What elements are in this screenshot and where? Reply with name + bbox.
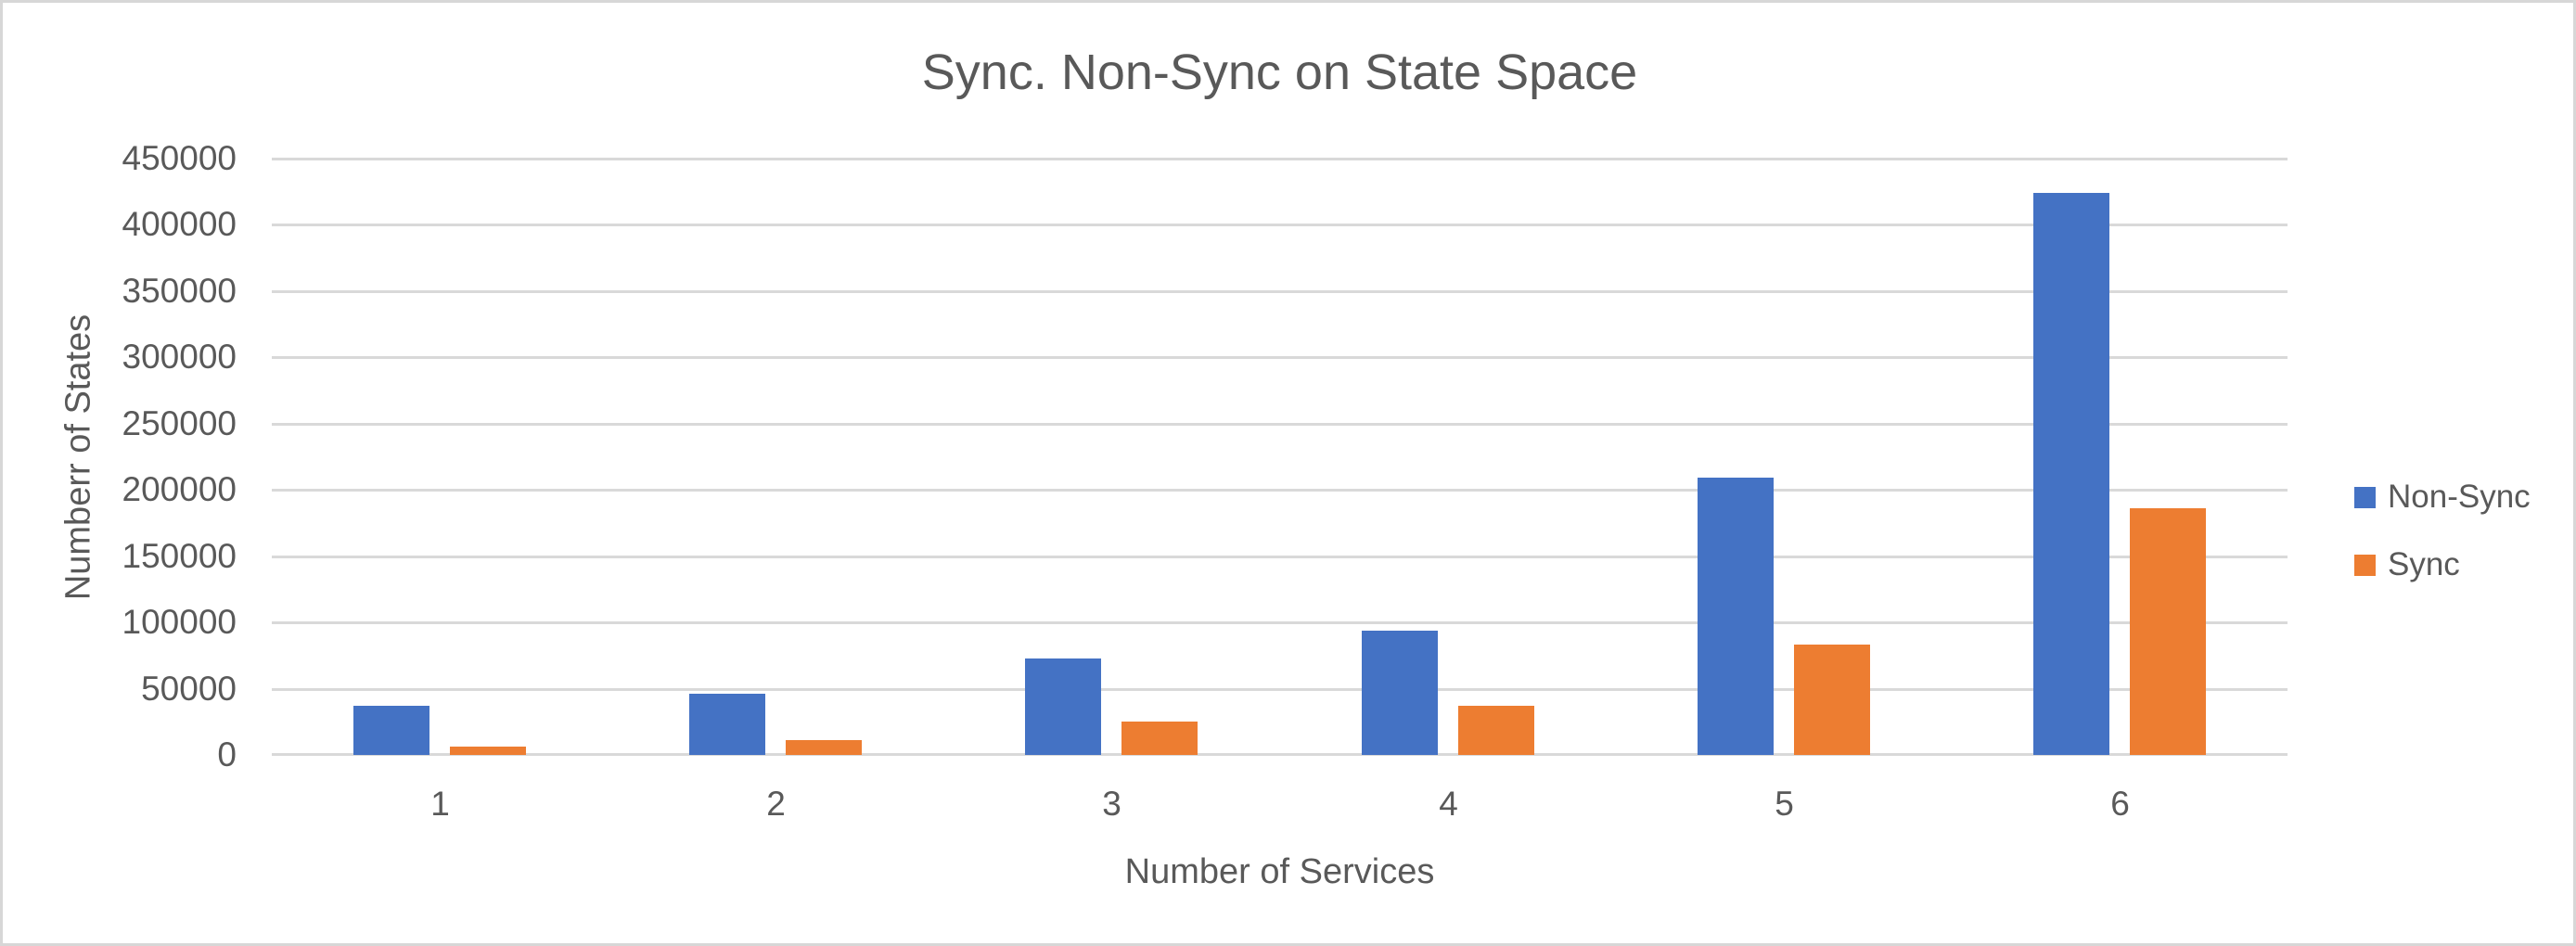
y-tick-label-400000: 400000 — [122, 205, 237, 243]
legend-swatch-sync — [2354, 554, 2376, 576]
x-axis-title: Number of Services — [1124, 852, 1435, 891]
x-tick-label-4: 4 — [1439, 785, 1458, 823]
bar-sync-1 — [450, 747, 526, 755]
y-tick-label-450000: 450000 — [122, 139, 237, 177]
y-tick-label-150000: 150000 — [122, 537, 237, 575]
plot-area — [272, 158, 2288, 756]
x-axis-tick-labels: 1 2 3 4 5 6 — [272, 785, 2288, 824]
bar-non-sync-2 — [689, 694, 765, 755]
gridline-350000 — [272, 290, 2288, 293]
legend-label-sync: Sync — [2388, 546, 2460, 582]
bar-non-sync-1 — [353, 706, 429, 755]
legend-label-non-sync: Non-Sync — [2388, 479, 2531, 515]
gridline-50000 — [272, 688, 2288, 691]
gridline-450000 — [272, 158, 2288, 160]
y-tick-label-50000: 50000 — [141, 670, 237, 708]
bar-non-sync-4 — [1362, 631, 1438, 755]
bar-non-sync-5 — [1698, 478, 1774, 755]
bar-sync-2 — [786, 739, 862, 755]
legend-item-sync: Sync — [2354, 543, 2460, 586]
x-tick-label-5: 5 — [1775, 785, 1794, 823]
bar-sync-6 — [2130, 507, 2206, 755]
gridline-300000 — [272, 356, 2288, 359]
gridline-100000 — [272, 621, 2288, 624]
x-tick-label-3: 3 — [1102, 785, 1121, 823]
bar-sync-5 — [1794, 644, 1870, 755]
x-tick-label-6: 6 — [2110, 785, 2130, 823]
legend-item-non-sync: Non-Sync — [2354, 476, 2531, 518]
y-axis-tick-labels: 0 50000 100000 150000 200000 250000 300000 3500… — [3, 3, 237, 943]
bar-non-sync-3 — [1025, 658, 1101, 755]
legend-swatch-non-sync — [2354, 486, 2376, 508]
y-tick-label-250000: 250000 — [122, 404, 237, 442]
bar-sync-4 — [1458, 706, 1534, 755]
gridline-250000 — [272, 423, 2288, 426]
bar-non-sync-6 — [2033, 193, 2109, 755]
gridline-0 — [272, 753, 2288, 756]
x-tick-label-2: 2 — [766, 785, 786, 823]
y-tick-label-200000: 200000 — [122, 470, 237, 508]
y-tick-label-0: 0 — [217, 735, 237, 773]
bar-sync-3 — [1121, 721, 1198, 755]
x-tick-label-1: 1 — [430, 785, 450, 823]
y-tick-label-300000: 300000 — [122, 338, 237, 376]
gridline-400000 — [272, 224, 2288, 226]
y-tick-label-350000: 350000 — [122, 272, 237, 310]
gridline-200000 — [272, 489, 2288, 492]
y-tick-label-100000: 100000 — [122, 603, 237, 641]
gridline-150000 — [272, 556, 2288, 558]
chart-title: Sync. Non-Sync on State Space — [921, 45, 1638, 100]
